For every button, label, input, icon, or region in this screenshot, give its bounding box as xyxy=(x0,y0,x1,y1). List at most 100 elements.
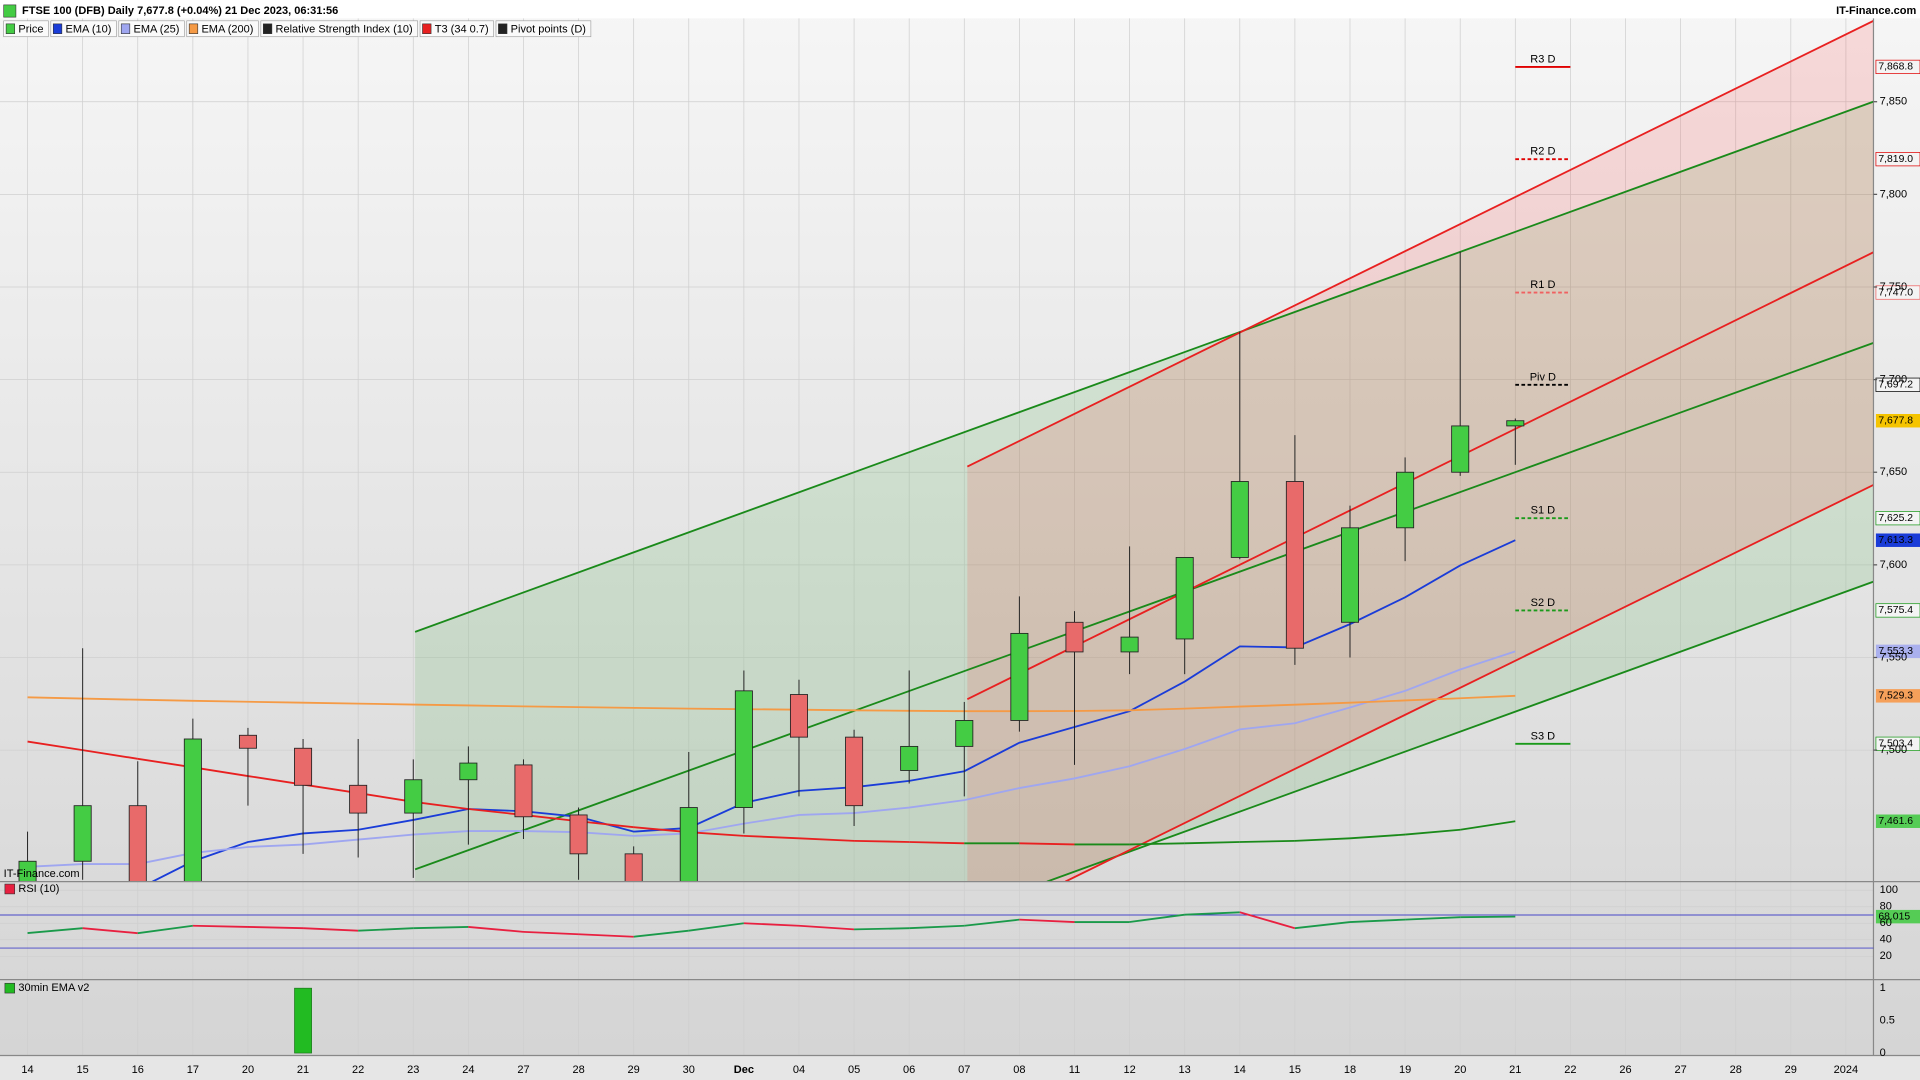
x-tick-label: 24 xyxy=(462,1064,474,1076)
legend-box xyxy=(419,20,494,38)
legend-label: EMA (10) xyxy=(66,23,112,35)
x-tick-label: 16 xyxy=(132,1064,144,1076)
candle-body xyxy=(349,784,368,814)
x-tick-label: 26 xyxy=(1619,1064,1631,1076)
pivot-name: S2 D xyxy=(1531,597,1556,609)
x-tick-label: 15 xyxy=(1289,1064,1301,1076)
candle-body xyxy=(679,807,698,882)
pivot-name: R2 D xyxy=(1530,146,1555,158)
overlay: 7,613.3 7,553.3 7,529.3 7,461.6 7,677.8 R3 D 7… xyxy=(1515,53,1920,924)
candle-body xyxy=(1120,636,1139,653)
x-tick-label: 08 xyxy=(1013,1064,1025,1076)
x-tick-label: 05 xyxy=(848,1064,860,1076)
rsi-segment xyxy=(358,927,414,932)
value-box xyxy=(1875,285,1920,300)
line-segment xyxy=(523,814,579,823)
header-bar xyxy=(0,0,1920,19)
candle-body xyxy=(459,762,478,781)
red-channel-line xyxy=(966,19,1874,468)
x-tick-label: 18 xyxy=(1344,1064,1356,1076)
line xyxy=(27,694,1516,713)
x-axis-bar xyxy=(0,1055,1920,1080)
candle-body xyxy=(1451,425,1470,473)
plot xyxy=(18,251,1525,882)
rsi-segment xyxy=(1129,913,1185,923)
x-tick-label: 06 xyxy=(903,1064,915,1076)
x-tick-label: 27 xyxy=(1674,1064,1686,1076)
panel-title: RSI (10) xyxy=(18,883,59,895)
line-segment xyxy=(413,800,469,810)
x-tick-label: 17 xyxy=(187,1064,199,1076)
legend-box xyxy=(50,20,117,38)
panel-title: 30min EMA v2 xyxy=(18,982,89,994)
x-tick-label: 14 xyxy=(1234,1064,1246,1076)
line-segment xyxy=(1405,828,1461,836)
green-channel-line xyxy=(414,341,1874,871)
rsi-segment xyxy=(1184,911,1240,916)
value-box-label: 7,503.4 xyxy=(1878,739,1913,750)
y-tick-label: 7,800 xyxy=(1880,188,1908,200)
line-segment xyxy=(358,792,414,803)
legend-box xyxy=(260,20,418,38)
panel-icon xyxy=(4,883,15,895)
x-tick-label: 12 xyxy=(1123,1064,1135,1076)
candle-body xyxy=(18,860,37,882)
line-segment xyxy=(82,749,138,760)
y-tick-label: 7,750 xyxy=(1880,281,1908,293)
line-segment xyxy=(743,834,800,840)
rsi-segment xyxy=(192,924,248,928)
candle-body xyxy=(1285,481,1304,649)
rsi-segment xyxy=(1019,918,1075,923)
line-segment xyxy=(468,808,524,816)
line-segment xyxy=(854,839,910,843)
value-box xyxy=(1875,603,1920,618)
candle-body xyxy=(569,814,588,855)
legend-label: Relative Strength Index (10) xyxy=(276,23,413,35)
rsi-segment xyxy=(303,927,359,932)
x-tick-label: Dec xyxy=(734,1064,754,1076)
x-tick-label: 22 xyxy=(352,1064,364,1076)
rsi-segment xyxy=(1349,918,1406,923)
x-tick-label: 28 xyxy=(1730,1064,1742,1076)
candle-body xyxy=(789,694,808,738)
green-channel-line xyxy=(1046,580,1874,882)
rsi-segment xyxy=(468,925,524,933)
legend-label: EMA (200) xyxy=(201,23,253,35)
legend-swatch xyxy=(188,23,199,34)
line-segment xyxy=(302,783,359,794)
y-tick-label: 7,700 xyxy=(1880,374,1908,386)
pivot-name: S3 D xyxy=(1531,730,1556,742)
line-segment xyxy=(798,837,855,842)
candle-body xyxy=(294,747,313,786)
title-icon xyxy=(3,4,17,18)
rsi-segment xyxy=(798,924,855,931)
line xyxy=(27,650,1516,868)
x-tick-label: 28 xyxy=(572,1064,584,1076)
x-tick-label: 07 xyxy=(958,1064,970,1076)
value-box xyxy=(1875,689,1920,703)
value-box-label: 7,677.8 xyxy=(1878,415,1913,426)
legend-swatch xyxy=(120,23,131,34)
channels xyxy=(414,19,1874,882)
x-tick-label: 21 xyxy=(297,1064,309,1076)
value-box-label: 7,613.3 xyxy=(1878,535,1913,546)
value-box xyxy=(1875,909,1920,924)
candle-body xyxy=(404,779,423,814)
candle-body xyxy=(1506,420,1525,427)
value-box-label: 7,868.8 xyxy=(1878,62,1913,73)
rsi-segment xyxy=(247,925,304,930)
legend-box xyxy=(186,20,259,38)
legend-swatch xyxy=(5,23,15,34)
x-tick-label: 21 xyxy=(1509,1064,1521,1076)
rsi-segment xyxy=(82,927,138,935)
line-segment xyxy=(247,775,304,786)
x-tick-label: 04 xyxy=(793,1064,805,1076)
rsi-segment xyxy=(578,933,634,938)
line xyxy=(150,539,1516,882)
pivot-name: Piv D xyxy=(1530,371,1556,383)
value-box-label: 7,697.2 xyxy=(1878,380,1913,391)
line-segment xyxy=(27,740,83,752)
value-box xyxy=(1875,814,1920,828)
rsi-segment xyxy=(964,918,1020,927)
